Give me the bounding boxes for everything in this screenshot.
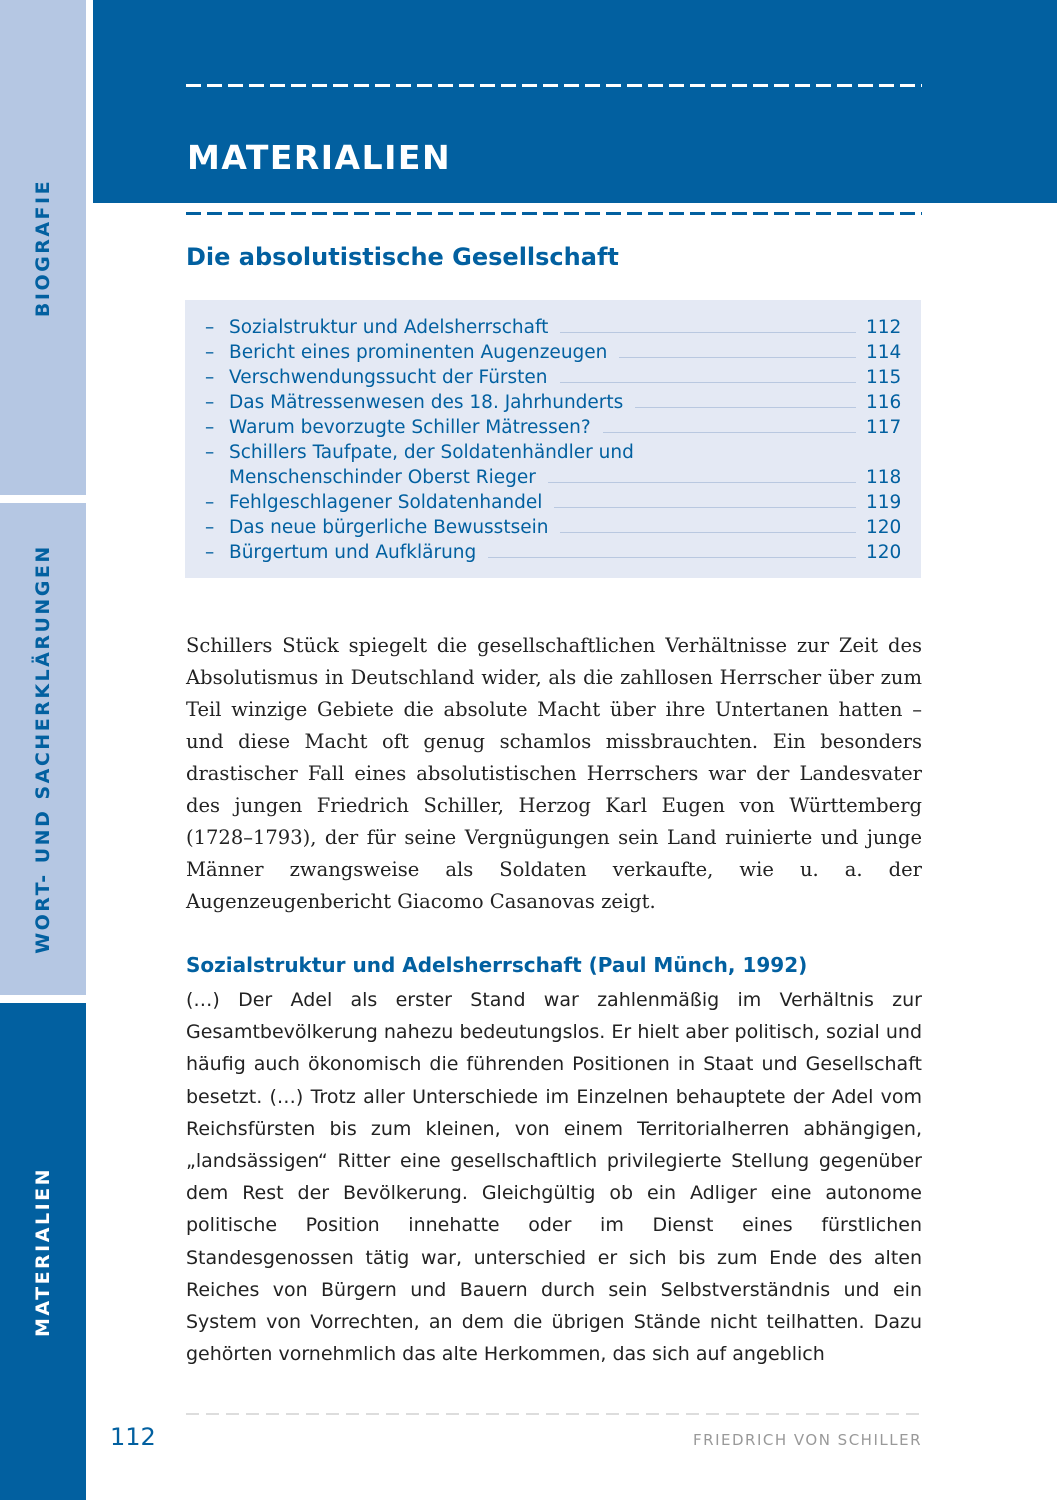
intro-paragraph: Schillers Stück spiegelt die gesellschaf… — [186, 634, 922, 913]
dash-bullet: – — [205, 392, 215, 413]
dash-bullet: – — [205, 442, 215, 463]
toc-page: 118 — [866, 467, 902, 488]
toc-page: 116 — [866, 392, 902, 413]
toc-entry[interactable]: – Das Mätressenwesen des 18. Jahrhunderts… — [205, 388, 902, 413]
dot-leader — [488, 557, 856, 558]
tab-label: BIOGRAFIE — [32, 178, 55, 317]
dot-leader — [547, 482, 856, 483]
dash-bullet: – — [205, 342, 215, 363]
running-footer-author: FRIEDRICH VON SCHILLER — [693, 1431, 922, 1449]
dash-bullet: – — [205, 417, 215, 438]
toc-label: Das neue bürgerliche Bewusstsein — [229, 517, 549, 538]
toc-page: 119 — [866, 492, 902, 513]
toc-label: Verschwendungssucht der Fürsten — [229, 367, 548, 388]
toc-label: Schillers Taufpate, der Soldatenhändler … — [229, 442, 634, 463]
tab-label: MATERIALIEN — [32, 1166, 55, 1337]
toc-page: 117 — [866, 417, 902, 438]
toc-label: Menschenschinder Oberst Rieger — [229, 467, 536, 488]
toc-label: Bericht eines prominenten Augenzeugen — [229, 342, 608, 363]
toc-page: 120 — [866, 517, 902, 538]
toc-entry[interactable]: – Verschwendungssucht der Fürsten 115 — [205, 363, 902, 388]
material-text: (…) Der Adel als erster Stand war zahlen… — [186, 989, 922, 1366]
sidebar-tab-materialien[interactable]: MATERIALIEN — [0, 1003, 86, 1500]
toc-label: Bürgertum und Aufklärung — [229, 542, 477, 563]
material-title: Sozialstruktur und Adelsherrschaft (Paul… — [186, 953, 808, 977]
sidebar-tab-wort-und-sacherklaerungen[interactable]: WORT- UND SACHERKLÄRUNGEN — [0, 503, 86, 995]
dot-leader — [559, 382, 856, 383]
table-of-contents: – Sozialstruktur und Adelsherrschaft 112– B… — [185, 300, 921, 578]
page-number: 112 — [110, 1423, 156, 1451]
chapter-header — [93, 0, 1057, 203]
dot-leader — [554, 507, 856, 508]
toc-entry[interactable]: – Warum bevorzugte Schiller Mätressen? 117 — [205, 413, 902, 438]
header-divider — [186, 84, 922, 87]
dot-leader — [560, 332, 856, 333]
footer-divider — [186, 1413, 922, 1415]
toc-entry[interactable]: – Bürgertum und Aufklärung 120 — [205, 538, 902, 563]
toc-entry[interactable]: – Schillers Taufpate, der Soldatenhändler… — [205, 438, 900, 463]
tab-label: WORT- UND SACHERKLÄRUNGEN — [32, 544, 54, 954]
dash-bullet: – — [205, 317, 215, 338]
dot-leader — [560, 532, 856, 533]
dash-bullet: – — [205, 517, 215, 538]
toc-entry[interactable]: – Fehlgeschlagener Soldatenhandel 119 — [205, 488, 902, 513]
dot-leader — [619, 357, 856, 358]
toc-page: 120 — [866, 542, 902, 563]
toc-page: 115 — [866, 367, 902, 388]
dash-bullet: – — [205, 492, 215, 513]
toc-label: Fehlgeschlagener Soldatenhandel — [229, 492, 543, 513]
toc-page: 114 — [866, 342, 902, 363]
toc-label: Sozialstruktur und Adelsherrschaft — [229, 317, 549, 338]
title-divider — [186, 212, 922, 215]
dot-leader — [602, 432, 856, 433]
toc-page: 112 — [866, 317, 902, 338]
toc-entry[interactable]: – Bericht eines prominenten Augenzeugen 11… — [205, 338, 902, 363]
toc-entry[interactable]: – Sozialstruktur und Adelsherrschaft 112 — [205, 313, 902, 338]
dot-leader — [635, 407, 856, 408]
dash-bullet: – — [205, 367, 215, 388]
sidebar-tab-biografie[interactable]: BIOGRAFIE — [0, 0, 86, 495]
chapter-title: MATERIALIEN — [187, 138, 452, 177]
toc-entry[interactable]: – Das neue bürgerliche Bewusstsein 120 — [205, 513, 902, 538]
toc-entry[interactable]: Menschenschinder Oberst Rieger 118 — [205, 463, 902, 488]
dash-bullet: – — [205, 542, 215, 563]
toc-label: Warum bevorzugte Schiller Mätressen? — [229, 417, 591, 438]
section-title: Die absolutistische Gesellschaft — [186, 243, 619, 271]
toc-label: Das Mätressenwesen des 18. Jahrhunderts — [229, 392, 624, 413]
